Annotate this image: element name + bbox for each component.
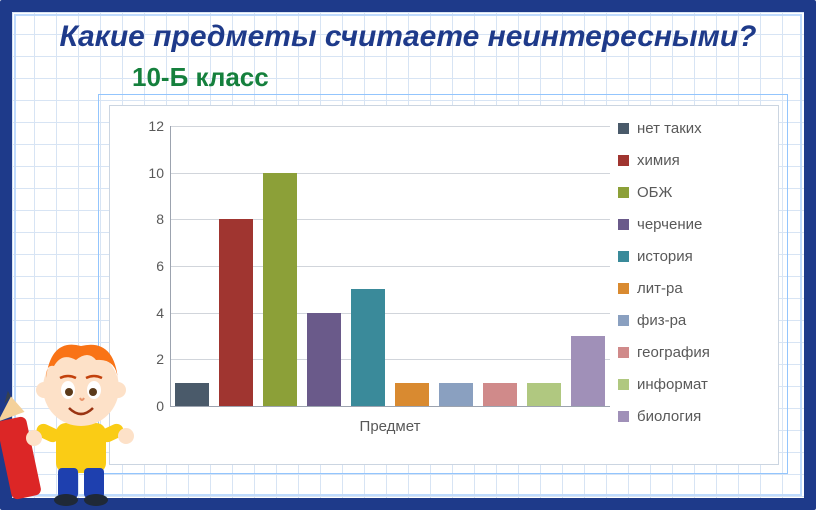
- legend-label: лит-ра: [637, 280, 683, 297]
- x-axis: [170, 406, 610, 407]
- bar-информат: [527, 383, 561, 406]
- y-tick-label: 12: [136, 118, 164, 134]
- legend-swatch: [618, 379, 629, 390]
- legend-item: нет таких: [618, 112, 768, 144]
- legend-item: ОБЖ: [618, 176, 768, 208]
- bar-биология: [571, 336, 605, 406]
- legend-label: черчение: [637, 216, 702, 233]
- slide-title: Какие предметы считаете неинтересными?: [12, 20, 804, 54]
- legend-swatch: [618, 123, 629, 134]
- legend-item: лит-ра: [618, 272, 768, 304]
- legend-item: химия: [618, 144, 768, 176]
- legend-item: география: [618, 336, 768, 368]
- legend-swatch: [618, 283, 629, 294]
- bar-лит-ра: [395, 383, 429, 406]
- legend-swatch: [618, 187, 629, 198]
- chart-frame: 024681012 Предмет нет таких химия ОБЖ черче…: [98, 94, 788, 474]
- legend-item: физ-ра: [618, 304, 768, 336]
- x-axis-label: Предмет: [170, 418, 610, 435]
- legend-swatch: [618, 411, 629, 422]
- bar-черчение: [307, 313, 341, 406]
- legend-swatch: [618, 219, 629, 230]
- legend-label: информат: [637, 376, 708, 393]
- slide-frame: Какие предметы считаете неинтересными? 1…: [0, 0, 816, 510]
- legend-item: история: [618, 240, 768, 272]
- legend-item: черчение: [618, 208, 768, 240]
- y-tick-label: 6: [136, 258, 164, 274]
- legend-label: физ-ра: [637, 312, 686, 329]
- chart-legend: нет таких химия ОБЖ черчение история лит-ра фи…: [618, 112, 768, 432]
- cartoon-boy-illustration: [0, 308, 146, 508]
- bar-chart-plot: 024681012: [170, 126, 610, 406]
- legend-label: ОБЖ: [637, 184, 672, 201]
- legend-swatch: [618, 315, 629, 326]
- bar-нет таких: [175, 383, 209, 406]
- y-tick-label: 10: [136, 165, 164, 181]
- bar-география: [483, 383, 517, 406]
- bar-история: [351, 289, 385, 406]
- legend-swatch: [618, 347, 629, 358]
- chart-area: 024681012 Предмет нет таких химия ОБЖ черче…: [109, 105, 779, 465]
- gridline: [170, 173, 610, 174]
- y-axis: [170, 126, 171, 406]
- bar-химия: [219, 219, 253, 406]
- bar-ОБЖ: [263, 173, 297, 406]
- legend-label: химия: [637, 152, 680, 169]
- legend-item: биология: [618, 400, 768, 432]
- legend-label: нет таких: [637, 120, 702, 137]
- legend-swatch: [618, 155, 629, 166]
- class-label: 10-Б класс: [132, 62, 269, 93]
- legend-swatch: [618, 251, 629, 262]
- legend-label: биология: [637, 408, 701, 425]
- gridline: [170, 126, 610, 127]
- legend-item: информат: [618, 368, 768, 400]
- legend-label: история: [637, 248, 693, 265]
- bar-физ-ра: [439, 383, 473, 406]
- y-tick-label: 8: [136, 211, 164, 227]
- legend-label: география: [637, 344, 710, 361]
